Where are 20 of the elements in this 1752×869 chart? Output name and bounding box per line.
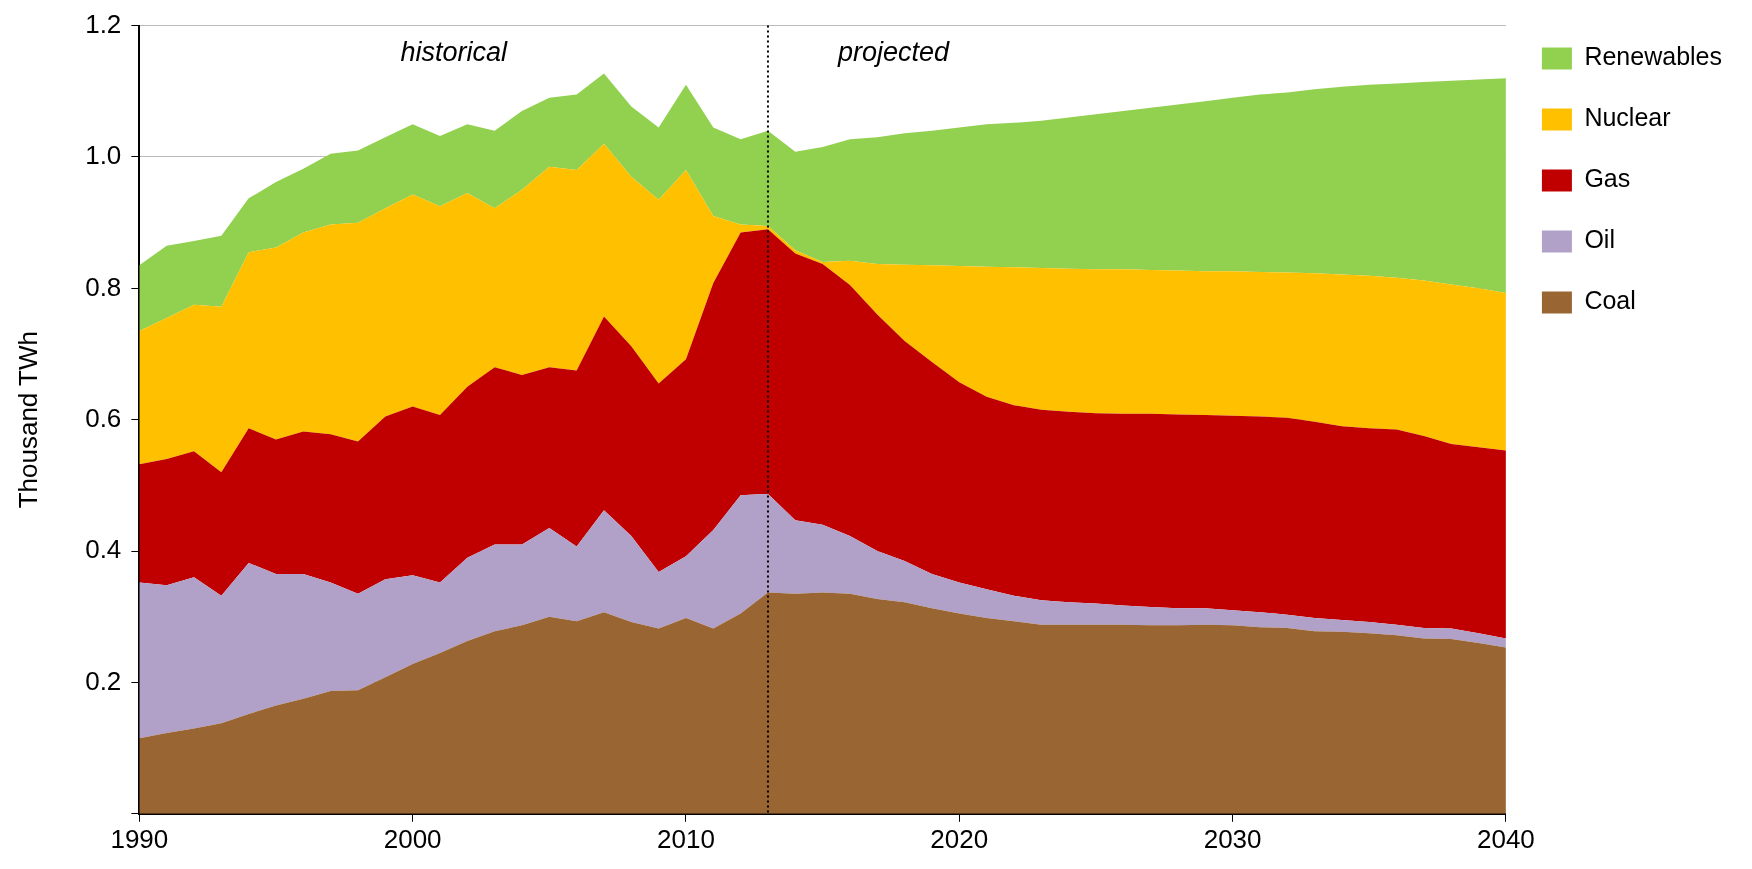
y-tick-label: 1.2 [85,8,122,39]
legend-label: Nuclear [1584,103,1671,132]
x-tick-label: 2040 [1476,823,1535,854]
y-tick-label: 0.8 [85,271,122,302]
y-tick-label: 0.4 [85,534,122,565]
y-tick-label: 0.2 [85,665,122,696]
annotation: projected [836,37,951,68]
x-tick-label: 2020 [930,823,989,854]
y-tick-label: 0.6 [85,402,122,433]
legend-label: Renewables [1584,42,1723,71]
y-tick-label: 1.0 [85,140,122,171]
x-tick-label: 2030 [1203,823,1262,854]
x-tick-label: 2000 [383,823,442,854]
x-tick-label: 1990 [110,823,169,854]
legend-label: Gas [1584,164,1631,193]
annotation: historical [400,37,508,68]
y-axis-title: Thousand TWh [12,331,43,509]
legend-label: Coal [1584,286,1636,315]
x-tick-label: 2010 [657,823,715,854]
legend-label: Oil [1584,225,1615,254]
